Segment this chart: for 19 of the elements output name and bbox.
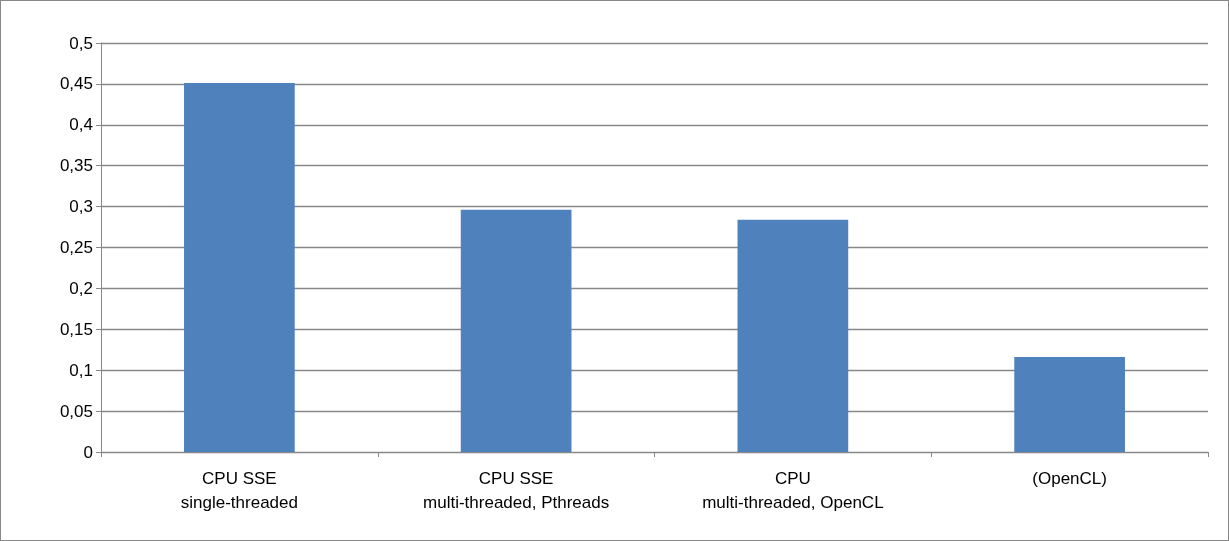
y-tick-label: 0,1 <box>69 360 93 380</box>
y-tick-label: 0,3 <box>69 197 93 217</box>
bar <box>737 219 849 452</box>
y-tick-label: 0,15 <box>59 319 93 339</box>
x-tick-label: (OpenCL) <box>1032 468 1107 488</box>
y-tick-label: 0,25 <box>59 238 93 257</box>
x-tick-label: CPU SSE single-threaded <box>180 468 298 512</box>
bar <box>1014 357 1125 452</box>
y-tick-label: 0 <box>83 442 93 462</box>
y-tick-label: 0,5 <box>69 33 93 53</box>
bar <box>460 209 572 452</box>
y-tick-label: 0,2 <box>69 278 93 298</box>
y-tick-label: 0,4 <box>69 115 93 135</box>
bar <box>184 83 295 452</box>
y-tick-label: 0,45 <box>59 74 93 94</box>
y-tick-label: 0,35 <box>59 156 93 176</box>
y-tick-label: 0,05 <box>59 401 93 421</box>
x-tick-label: CPU multi-threaded, OpenCL <box>702 468 884 512</box>
x-tick-label: CPU SSE multi-threaded, Pthreads <box>423 468 610 512</box>
